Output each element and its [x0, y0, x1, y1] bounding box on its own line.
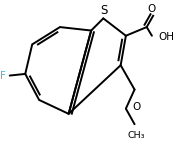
Text: O: O [148, 4, 156, 14]
Text: F: F [0, 71, 6, 81]
Text: CH₃: CH₃ [128, 131, 145, 140]
Text: O: O [133, 102, 141, 112]
Text: S: S [100, 4, 108, 17]
Text: OH: OH [159, 32, 175, 42]
